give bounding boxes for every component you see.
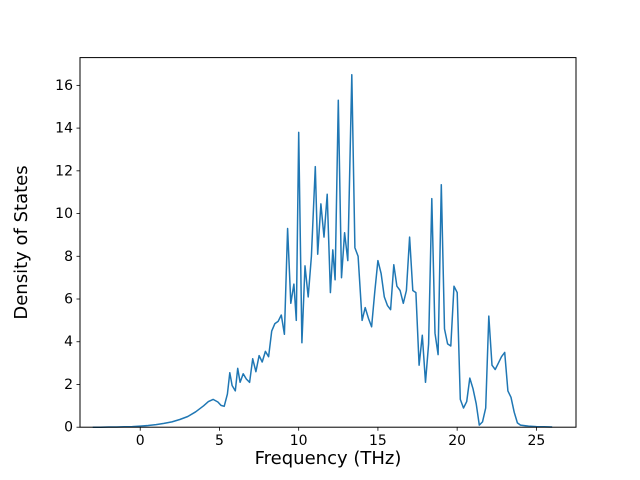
dos-curve bbox=[92, 73, 553, 428]
x-axis-label: Frequency (THz) bbox=[255, 448, 402, 469]
y-tick-label: 16 bbox=[55, 78, 73, 94]
y-tick-label: 0 bbox=[64, 420, 73, 436]
y-tick-label: 14 bbox=[55, 121, 73, 137]
x-tick-label: 5 bbox=[215, 433, 224, 449]
y-axis-label: Density of States bbox=[11, 165, 32, 319]
y-tick-label: 6 bbox=[64, 292, 73, 308]
y-tick-label: 8 bbox=[64, 249, 73, 265]
axes-border bbox=[79, 57, 577, 428]
x-tick-label: 25 bbox=[527, 433, 545, 449]
y-tick-label: 10 bbox=[55, 206, 73, 222]
x-tick-label: 10 bbox=[290, 433, 308, 449]
x-tick-label: 20 bbox=[448, 433, 466, 449]
x-tick-label: 0 bbox=[136, 433, 145, 449]
y-tick-label: 4 bbox=[64, 334, 73, 350]
y-tick-label: 12 bbox=[55, 163, 73, 179]
x-tick-label: 15 bbox=[369, 433, 387, 449]
y-tick-label: 2 bbox=[64, 377, 73, 393]
